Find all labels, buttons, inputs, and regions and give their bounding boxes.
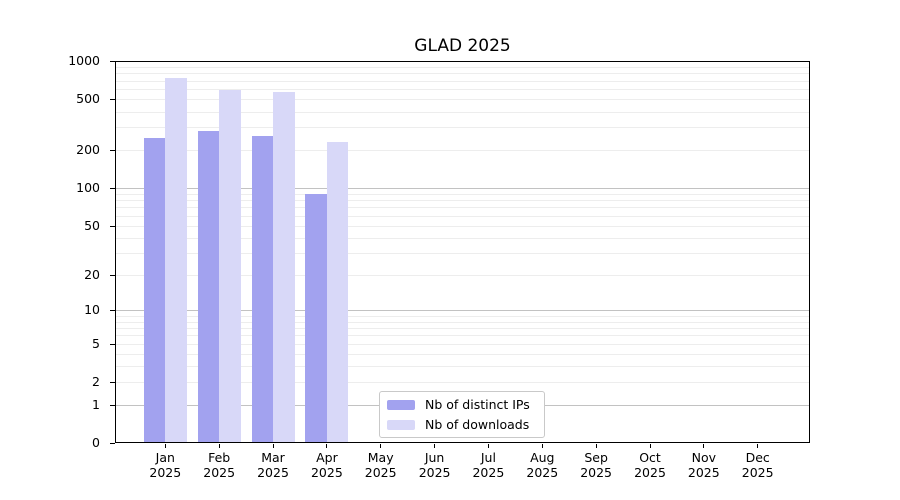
minor-gridline (115, 382, 810, 384)
legend-item-downloads: Nb of downloads (380, 415, 544, 435)
y-tick-mark (110, 99, 115, 101)
y-tick-mark (110, 343, 115, 345)
x-tick-label: Oct 2025 (634, 450, 666, 480)
x-tick-label: Mar 2025 (257, 450, 289, 480)
y-tick-label: 20 (84, 266, 100, 282)
minor-gridline (115, 335, 810, 337)
y-tick-label: 500 (76, 91, 100, 107)
x-tick-mark (434, 444, 436, 448)
x-tick-label: Jan 2025 (149, 450, 182, 480)
legend-swatch-distinct-ips-icon (387, 399, 415, 410)
legend-swatch-downloads-icon (387, 419, 415, 430)
minor-gridline (115, 207, 810, 209)
minor-gridline (115, 343, 810, 345)
y-tick-label: 1 (92, 396, 100, 412)
minor-gridline (115, 215, 810, 217)
x-tick-mark (326, 444, 328, 448)
minor-gridline (115, 253, 810, 255)
bar-feb-distinct-ips (197, 130, 220, 443)
x-tick-mark (164, 444, 166, 448)
minor-gridline (115, 89, 810, 91)
minor-gridline (115, 354, 810, 355)
major-gridline (115, 187, 810, 189)
legend: Nb of distinct IPs Nb of downloads (379, 391, 545, 438)
y-tick-label: 0 (92, 435, 100, 450)
y-tick-mark (110, 404, 115, 406)
legend-label-distinct-ips: Nb of distinct IPs (425, 396, 530, 412)
y-tick-label: 50 (84, 217, 100, 233)
minor-gridline (115, 321, 810, 323)
legend-item-distinct-ips: Nb of distinct IPs (380, 395, 544, 415)
bar-feb-downloads (219, 89, 241, 443)
x-tick-label: Nov 2025 (687, 450, 720, 480)
x-tick-mark (487, 444, 489, 448)
minor-gridline (115, 274, 810, 276)
minor-gridline (115, 127, 810, 129)
bar-apr-downloads (326, 141, 349, 443)
bar-mar-downloads (273, 92, 295, 443)
x-tick-mark (649, 444, 651, 448)
x-tick-label: Aug 2025 (526, 450, 559, 480)
y-tick-label: 10 (84, 302, 100, 318)
x-tick-label: Apr 2025 (310, 450, 343, 480)
x-tick-mark (703, 444, 705, 448)
x-tick-mark (595, 444, 597, 448)
major-gridline (115, 61, 810, 62)
x-tick-mark (218, 444, 220, 448)
y-tick-mark (110, 443, 115, 444)
x-tick-mark (272, 444, 274, 448)
y-tick-mark (110, 310, 115, 312)
minor-gridline (115, 73, 810, 75)
major-gridline (115, 310, 810, 312)
x-tick-label: Jul 2025 (472, 450, 505, 480)
x-tick-label: Feb 2025 (203, 450, 236, 480)
minor-gridline (115, 315, 810, 317)
y-tick-label: 1000 (68, 53, 100, 68)
y-tick-mark (110, 187, 115, 189)
y-tick-label: 5 (92, 335, 100, 351)
minor-gridline (115, 80, 810, 82)
chart-title: GLAD 2025 (414, 36, 511, 56)
bar-jan-distinct-ips (143, 138, 166, 443)
y-tick-mark (110, 382, 115, 384)
x-tick-label: Sep 2025 (580, 450, 612, 480)
y-tick-mark (110, 274, 115, 276)
x-tick-label: May 2025 (364, 450, 397, 480)
minor-gridline (115, 225, 810, 227)
minor-gridline (115, 66, 810, 68)
y-tick-mark (110, 61, 115, 62)
y-tick-label: 100 (76, 179, 100, 195)
bar-apr-distinct-ips (305, 194, 327, 443)
minor-gridline (115, 237, 810, 239)
minor-gridline (115, 366, 810, 368)
x-tick-mark (757, 444, 759, 448)
minor-gridline (115, 99, 810, 101)
minor-gridline (115, 193, 810, 195)
x-tick-mark (541, 444, 543, 448)
minor-gridline (115, 200, 810, 201)
y-tick-label: 2 (92, 374, 100, 390)
y-tick-mark (110, 225, 115, 227)
x-tick-label: Jun 2025 (418, 450, 451, 480)
y-tick-label: 200 (76, 141, 100, 157)
x-tick-mark (380, 444, 382, 448)
y-tick-mark (110, 149, 115, 151)
minor-gridline (115, 149, 810, 151)
bar-mar-distinct-ips (251, 136, 273, 443)
legend-label-downloads: Nb of downloads (425, 416, 530, 432)
minor-gridline (115, 111, 810, 113)
x-tick-label: Dec 2025 (741, 450, 774, 480)
minor-gridline (115, 328, 810, 329)
bar-jan-downloads (165, 77, 187, 443)
